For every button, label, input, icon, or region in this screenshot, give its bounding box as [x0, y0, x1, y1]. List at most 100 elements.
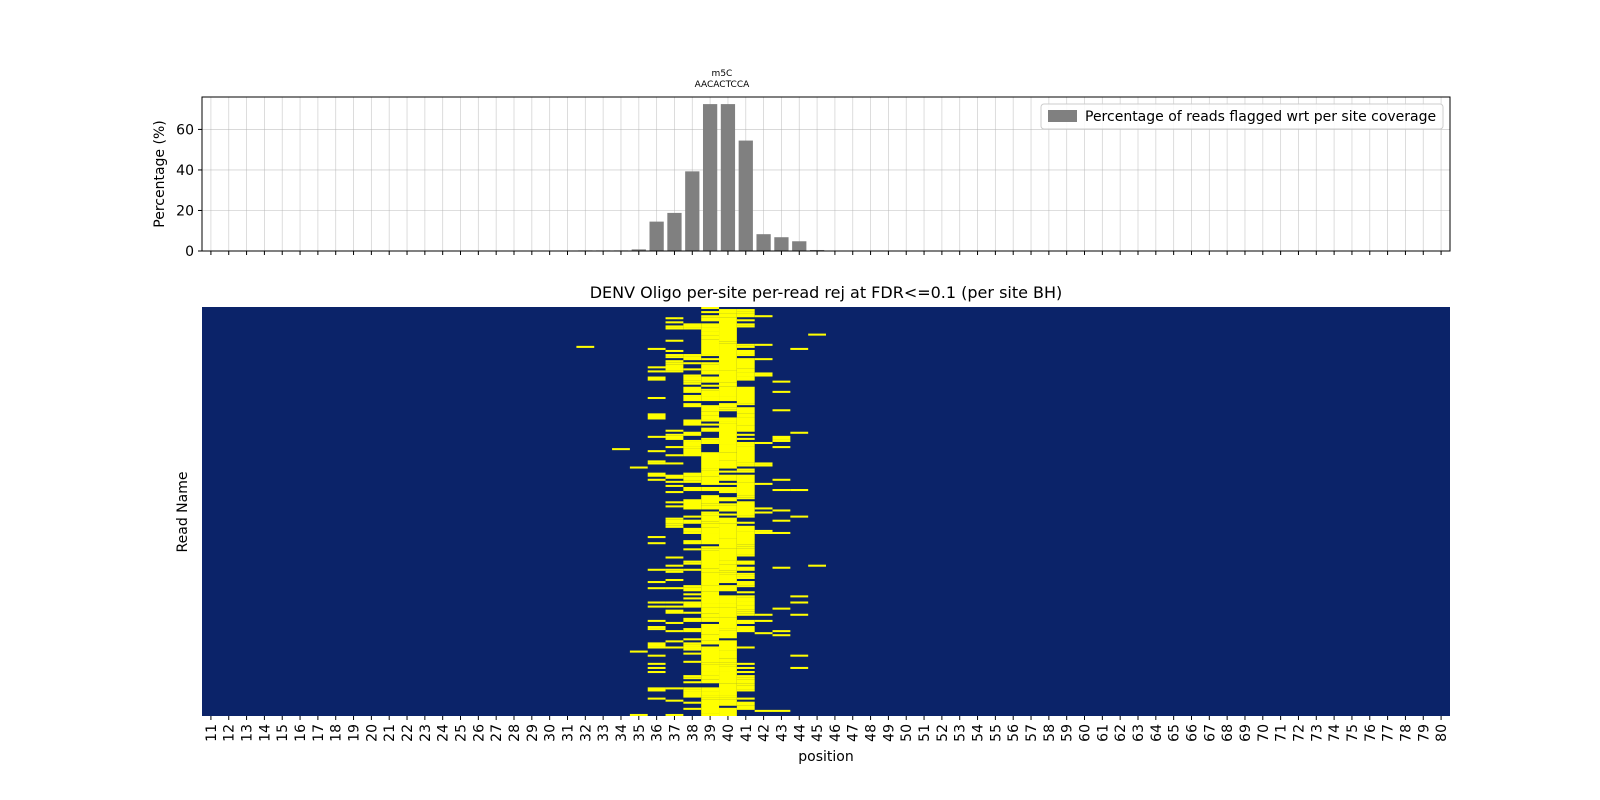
heatmap-flagged-cell [772, 489, 791, 492]
heatmap-flagged-cell [683, 403, 702, 408]
heatmap-flagged-cell [629, 650, 648, 653]
heatmap-flagged-cell [701, 607, 720, 614]
heatmap-flagged-cell [719, 396, 737, 402]
heatmap-flagged-cell [719, 650, 737, 659]
heatmap-flagged-cell [719, 513, 737, 516]
heatmap-flagged-cell [701, 364, 720, 371]
heatmap-flagged-cell [736, 444, 755, 447]
heatmap-flagged-cell [665, 446, 684, 449]
heatmap-flagged-cell [719, 560, 737, 565]
heatmap-flagged-cell [754, 529, 773, 532]
heatmap-x-tick-label: 44 [792, 724, 808, 742]
heatmap-flagged-cell [701, 713, 720, 716]
heatmap-x-tick-label: 22 [400, 724, 416, 742]
heatmap-flagged-cell [736, 515, 755, 518]
heatmap-flagged-cell [647, 666, 666, 669]
bar-y-tick-label: 60 [176, 122, 194, 138]
heatmap-flagged-cell [701, 411, 720, 416]
heatmap-flagged-cell [719, 403, 737, 408]
heatmap-x-tick-label: 27 [489, 724, 505, 742]
heatmap-flagged-cell [665, 360, 684, 363]
heatmap-flagged-cell [665, 630, 684, 633]
heatmap-x-tick-label: 57 [1024, 724, 1040, 742]
heatmap-flagged-cell [772, 439, 791, 442]
heatmap-flagged-cell [719, 538, 737, 549]
heatmap-flagged-cell [683, 382, 702, 385]
heatmap-flagged-cell [736, 683, 755, 686]
heatmap-flagged-cell [665, 501, 684, 504]
heatmap-flagged-cell [754, 613, 773, 616]
heatmap-x-tick-label: 35 [632, 724, 648, 742]
heatmap-flagged-cell [683, 660, 702, 663]
heatmap-flagged-cell [719, 699, 737, 706]
heatmap-x-tick-label: 76 [1363, 724, 1379, 742]
heatmap-flagged-cell [736, 501, 755, 516]
heatmap-flagged-cell [683, 689, 702, 692]
bar-chart-y-ticks: 0 20 40 60 [176, 122, 202, 260]
heatmap-flagged-cell [736, 497, 755, 500]
heatmap-flagged-cell [736, 611, 755, 614]
heatmap-flagged-cell [665, 491, 684, 494]
heatmap-flagged-cell [665, 349, 684, 352]
heatmap-flagged-cell [719, 407, 737, 410]
heatmap-flagged-cell [701, 390, 720, 397]
heatmap-flagged-cell [701, 437, 720, 440]
heatmap-flagged-cell [629, 713, 648, 716]
heatmap-flagged-cell [701, 515, 720, 522]
heatmap-flagged-cell [701, 423, 720, 426]
legend-label: Percentage of reads flagged wrt per site… [1085, 109, 1436, 125]
heatmap-flagged-cell [665, 556, 684, 559]
heatmap-flagged-cell [736, 595, 755, 598]
heatmap-flagged-cell [719, 486, 737, 494]
heatmap-x-tick-label: 14 [257, 724, 273, 742]
heatmap-flagged-cell [683, 499, 702, 510]
heatmap-flagged-cell [701, 523, 720, 528]
heatmap-flagged-cell [754, 464, 773, 467]
heatmap-flagged-cell [736, 313, 755, 318]
heatmap-x-tick-label: 71 [1274, 724, 1290, 742]
heatmap-flagged-cell [808, 564, 826, 567]
heatmap-flagged-cell [647, 628, 666, 631]
heatmap-x-tick-label: 39 [703, 724, 719, 742]
heatmap-flagged-cell [701, 452, 720, 469]
heatmap-flagged-cell [701, 439, 720, 445]
heatmap-flagged-cell [647, 605, 666, 608]
heatmap-flagged-cell [647, 472, 666, 477]
heatmap-flagged-cell [701, 533, 720, 545]
heatmap-flagged-cell [772, 607, 791, 610]
heatmap-flagged-cell [683, 386, 702, 393]
heatmap-flagged-cell [629, 466, 648, 469]
heatmap-flagged-cell [647, 601, 666, 604]
heatmap-flagged-cell [701, 513, 720, 516]
annotation-sequence-label: AACACTCCA [695, 80, 751, 90]
heatmap-flagged-cell [683, 691, 702, 694]
legend-box [1040, 103, 1444, 130]
heatmap-flagged-cell [683, 439, 702, 442]
heatmap-flagged-cell [665, 327, 684, 330]
heatmap-flagged-cell [736, 572, 755, 575]
heatmap-flagged-cell [736, 574, 755, 577]
heatmap-flagged-cell [683, 356, 702, 361]
heatmap-flagged-cell [665, 568, 684, 571]
heatmap-flagged-cell [665, 519, 684, 524]
heatmap-flagged-cell [701, 675, 720, 680]
heatmap-flagged-cell [665, 605, 684, 608]
heatmap-x-tick-label: 34 [614, 724, 630, 742]
heatmap-flagged-cell [736, 601, 755, 606]
heatmap-flagged-cell [736, 368, 755, 373]
heatmap-flagged-cell [683, 562, 702, 565]
heatmap-x-tick-label: 78 [1398, 724, 1414, 742]
heatmap-flagged-cell [754, 358, 773, 361]
heatmap-flagged-cell [719, 595, 737, 604]
heatmap-flagged-cell [683, 644, 702, 647]
heatmap-flagged-cell [647, 396, 666, 400]
heatmap-flagged-cell [647, 413, 666, 420]
heatmap-flagged-cell [665, 570, 684, 573]
heatmap-flagged-cell [576, 345, 595, 348]
heatmap-flagged-cell [736, 675, 755, 678]
heatmap-flagged-cell [719, 640, 737, 651]
heatmap-flagged-cell [683, 652, 702, 655]
heatmap-flagged-cell [683, 540, 702, 545]
heatmap-flagged-cell [683, 327, 702, 330]
heatmap-flagged-cell [754, 632, 773, 635]
